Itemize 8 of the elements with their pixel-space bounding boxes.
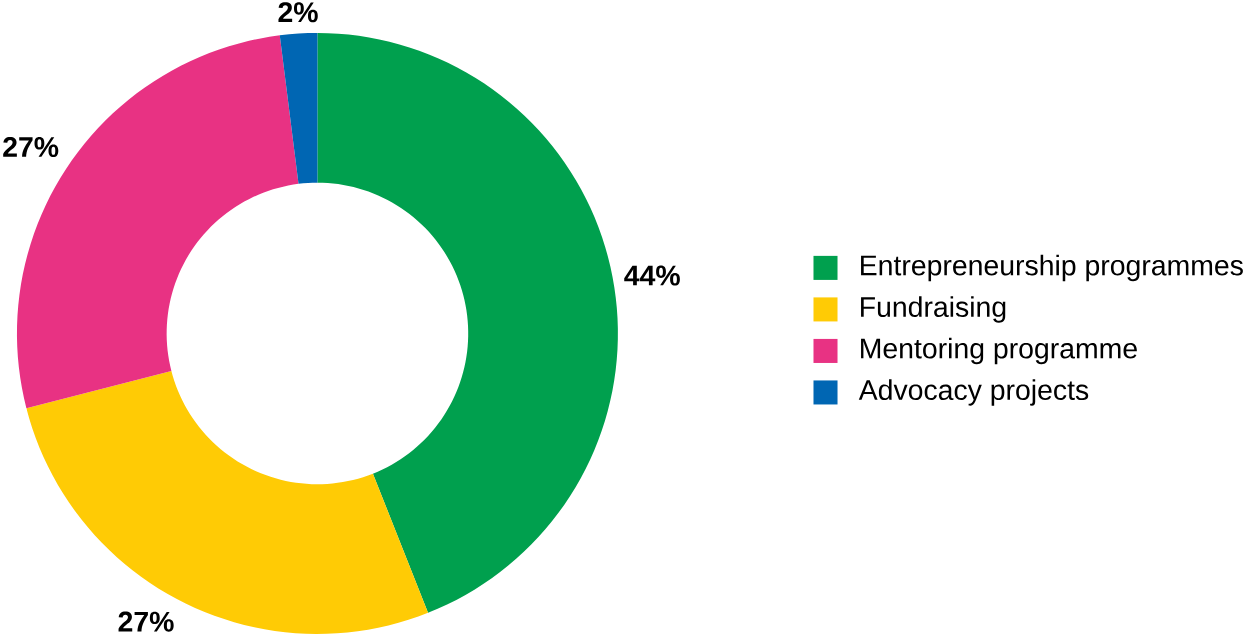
data-label: 27% bbox=[3, 136, 59, 158]
legend-label: Fundraising bbox=[861, 296, 1006, 323]
data-label: 2% bbox=[278, 2, 318, 23]
legend-label: Mentoring programme bbox=[861, 337, 1137, 365]
legend-label: Entrepreneurship programmes bbox=[861, 254, 1243, 282]
legend-label: Advocacy projects bbox=[858, 379, 1089, 406]
data-label: 27% bbox=[118, 611, 174, 632]
data-label: 44% bbox=[624, 265, 680, 286]
